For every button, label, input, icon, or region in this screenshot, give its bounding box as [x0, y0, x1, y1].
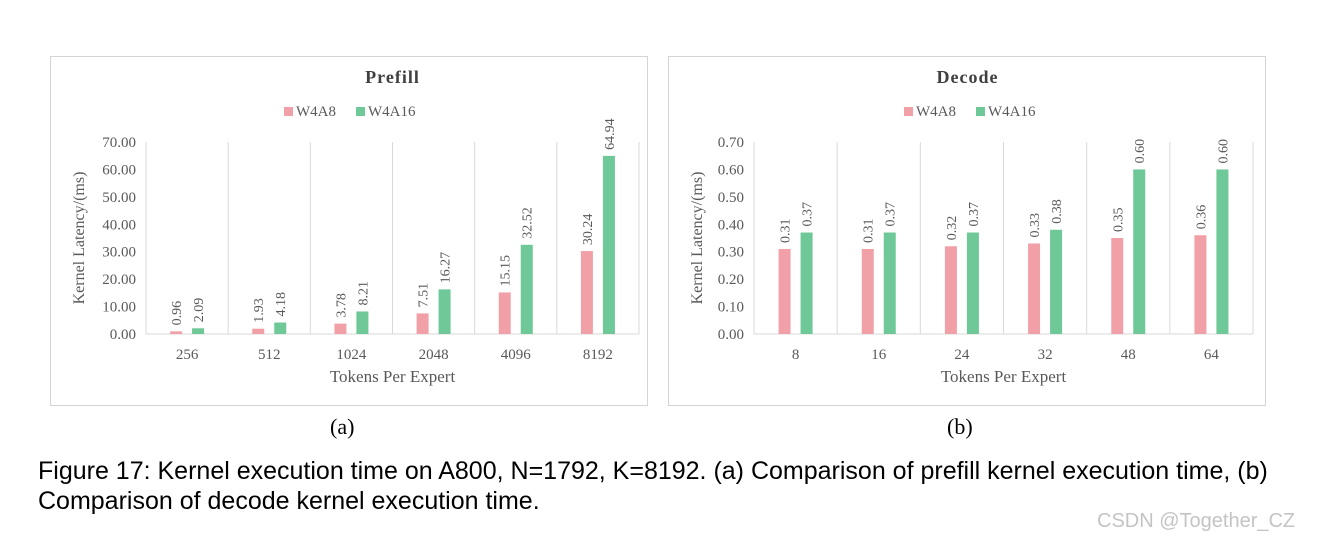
decode-bar-w4a16 — [966, 232, 979, 334]
prefill-bar-w4a16 — [274, 322, 287, 334]
decode-x-axis-label: Tokens Per Expert — [941, 367, 1067, 386]
prefill-chart: Prefill W4A8 W4A16 0.00 10.00 20.00 30.00 40.00… — [71, 67, 640, 386]
decode-data-label-w4a8: 0.36 — [1194, 205, 1209, 230]
decode-legend-label-w4a16: W4A16 — [988, 104, 1036, 120]
decode-data-label-w4a16: 0.60 — [1133, 139, 1148, 164]
prefill-data-label-w4a8: 7.51 — [417, 283, 432, 308]
decode-data-label-w4a8: 0.33 — [1028, 213, 1043, 238]
prefill-y-tick-label: 10.00 — [102, 300, 136, 316]
decode-data-label-w4a16: 0.37 — [967, 202, 982, 227]
prefill-bar-w4a8 — [252, 328, 265, 334]
prefill-data-label-w4a8: 30.24 — [581, 214, 596, 246]
decode-chart-title: Decode — [937, 67, 999, 87]
decode-data-label-w4a8: 0.35 — [1111, 208, 1126, 233]
prefill-bar-w4a8 — [170, 331, 183, 334]
decode-chart-panel: Decode W4A8 W4A16 0.00 0.10 0.20 0.30 0.40 0.50 0… — [668, 56, 1266, 406]
prefill-bar-w4a16 — [438, 289, 451, 334]
decode-y-axis-label: Kernel Latency/(ms) — [689, 172, 706, 305]
decode-data-label-w4a16: 0.37 — [801, 202, 816, 227]
decode-data-label-w4a8: 0.31 — [779, 218, 794, 243]
decode-y-tick-label: 0.00 — [718, 327, 744, 343]
decode-data-label-w4a16: 0.38 — [1050, 199, 1065, 224]
decode-chart: Decode W4A8 W4A16 0.00 0.10 0.20 0.30 0.40 0.50 0… — [689, 67, 1254, 386]
decode-y-tick-label: 0.10 — [718, 300, 744, 316]
prefill-bar-w4a8 — [334, 323, 347, 334]
decode-bar-w4a8 — [778, 248, 791, 334]
prefill-data-label-w4a16: 64.94 — [603, 118, 618, 150]
figure-caption: Figure 17: Kernel execution time on A800… — [38, 457, 1268, 515]
prefill-y-tick-label: 20.00 — [102, 272, 136, 288]
decode-y-tick-label: 0.70 — [718, 135, 744, 151]
prefill-y-tick-label: 50.00 — [102, 190, 136, 206]
prefill-x-axis-label: Tokens Per Expert — [330, 367, 456, 386]
decode-data-label-w4a16: 0.37 — [884, 202, 899, 227]
decode-bar-w4a8 — [1028, 243, 1041, 334]
prefill-x-tick-label: 512 — [258, 347, 281, 363]
prefill-y-tick-label: 60.00 — [102, 162, 136, 178]
prefill-data-label-w4a16: 2.09 — [192, 298, 207, 323]
prefill-legend-label-w4a8: W4A8 — [296, 104, 336, 120]
prefill-x-tick-label: 8192 — [583, 347, 613, 363]
prefill-x-tick-label: 256 — [176, 347, 199, 363]
prefill-y-tick-label: 70.00 — [102, 135, 136, 151]
prefill-data-label-w4a16: 8.21 — [356, 281, 371, 306]
decode-bar-w4a16 — [1050, 229, 1063, 334]
decode-bar-w4a16 — [1133, 169, 1146, 334]
prefill-data-label-w4a16: 4.18 — [274, 292, 289, 317]
prefill-x-tick-label: 2048 — [419, 347, 449, 363]
decode-x-tick-label: 8 — [792, 347, 800, 363]
decode-y-tick-label: 0.20 — [718, 272, 744, 288]
subfigure-label-b: (b) — [947, 414, 973, 439]
prefill-legend-label-w4a16: W4A16 — [368, 104, 416, 120]
prefill-bar-w4a16 — [520, 244, 533, 334]
prefill-bar-w4a8 — [498, 292, 511, 334]
prefill-y-tick-label: 0.00 — [110, 327, 136, 343]
decode-bar-w4a16 — [883, 232, 896, 334]
decode-bar-w4a8 — [1111, 238, 1124, 334]
prefill-bar-w4a16 — [356, 311, 369, 334]
decode-bar-w4a8 — [944, 246, 957, 334]
decode-bar-w4a16 — [800, 232, 813, 334]
decode-data-label-w4a8: 0.31 — [862, 218, 877, 243]
prefill-chart-panel: Prefill W4A8 W4A16 0.00 10.00 20.00 30.00 40.00… — [50, 56, 648, 406]
subfigure-label-a: (a) — [330, 414, 355, 439]
prefill-legend-swatch-w4a8 — [284, 107, 293, 116]
prefill-data-label-w4a16: 16.27 — [439, 252, 454, 284]
decode-x-tick-label: 48 — [1121, 347, 1136, 363]
prefill-x-tick-label: 1024 — [336, 347, 367, 363]
decode-x-tick-label: 24 — [954, 347, 970, 363]
decode-y-tick-label: 0.50 — [718, 190, 744, 206]
prefill-x-tick-label: 4096 — [501, 347, 532, 363]
prefill-legend-swatch-w4a16 — [356, 107, 365, 116]
prefill-y-tick-label: 30.00 — [102, 245, 136, 261]
decode-data-label-w4a8: 0.32 — [945, 216, 960, 241]
decode-legend-swatch-w4a8 — [904, 107, 913, 116]
prefill-data-label-w4a8: 3.78 — [334, 293, 349, 318]
decode-bar-w4a8 — [861, 248, 874, 334]
decode-legend-swatch-w4a16 — [976, 107, 985, 116]
prefill-data-label-w4a16: 32.52 — [521, 207, 536, 239]
prefill-bar-w4a16 — [192, 328, 205, 334]
prefill-bar-w4a8 — [580, 251, 593, 334]
prefill-chart-title: Prefill — [365, 67, 420, 87]
decode-x-tick-label: 64 — [1204, 347, 1220, 363]
decode-bar-w4a8 — [1194, 235, 1207, 334]
decode-bar-w4a16 — [1216, 169, 1229, 334]
prefill-data-label-w4a8: 1.93 — [252, 298, 267, 323]
prefill-data-label-w4a8: 15.15 — [499, 255, 514, 287]
decode-y-tick-label: 0.60 — [718, 162, 744, 178]
prefill-bar-w4a8 — [416, 313, 429, 334]
decode-x-tick-label: 32 — [1038, 347, 1053, 363]
prefill-data-label-w4a8: 0.96 — [170, 301, 185, 326]
prefill-y-tick-label: 40.00 — [102, 217, 136, 233]
prefill-y-axis-label: Kernel Latency/(ms) — [71, 172, 88, 305]
decode-x-tick-label: 16 — [871, 347, 887, 363]
decode-data-label-w4a16: 0.60 — [1216, 139, 1231, 164]
decode-legend-label-w4a8: W4A8 — [916, 104, 956, 120]
decode-y-tick-label: 0.40 — [718, 217, 744, 233]
prefill-bar-w4a16 — [602, 155, 615, 334]
watermark: CSDN @Together_CZ — [1097, 510, 1296, 532]
decode-y-tick-label: 0.30 — [718, 245, 744, 261]
